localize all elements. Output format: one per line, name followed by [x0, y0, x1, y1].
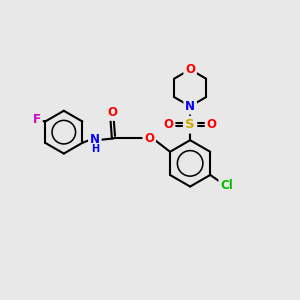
Text: O: O: [185, 63, 195, 76]
Text: O: O: [107, 106, 117, 119]
Text: H: H: [91, 144, 99, 154]
Text: N: N: [185, 100, 195, 113]
Text: F: F: [33, 113, 41, 127]
Text: N: N: [90, 134, 100, 146]
Text: O: O: [164, 118, 173, 131]
Text: Cl: Cl: [220, 179, 233, 192]
Text: O: O: [207, 118, 217, 131]
Text: O: O: [144, 132, 154, 145]
Text: S: S: [185, 118, 195, 131]
